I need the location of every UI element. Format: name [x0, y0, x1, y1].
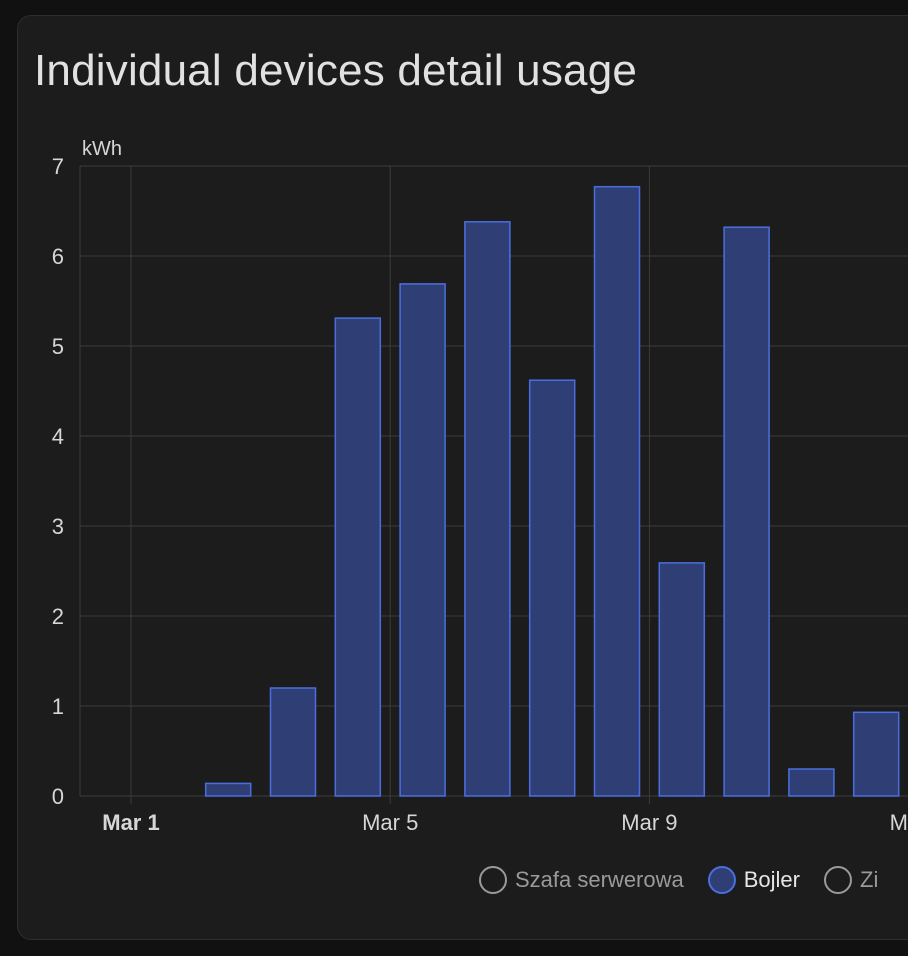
- x-tick-label: Mar 9: [621, 810, 677, 835]
- y-tick-label: 6: [52, 244, 64, 269]
- x-tick-label: Mar 5: [362, 810, 418, 835]
- legend-label: Zi: [860, 867, 879, 892]
- bar: [528, 379, 576, 797]
- legend-swatch: [479, 866, 507, 894]
- bar: [723, 226, 770, 797]
- bar: [399, 283, 446, 797]
- legend-swatch: [707, 866, 736, 894]
- y-tick-label: 5: [52, 334, 64, 359]
- y-tick-label: 4: [52, 424, 64, 449]
- bar: [464, 221, 511, 797]
- y-unit-label: kWh: [82, 138, 122, 160]
- bar: [334, 317, 382, 797]
- x-tick-label: Mar 1: [102, 810, 159, 835]
- legend-item-szafa-serwerowa[interactable]: Szafa serwerowa: [479, 866, 684, 894]
- legend-label: Bojler: [743, 867, 800, 892]
- legend-item-bojler[interactable]: Bojler: [707, 866, 800, 894]
- y-tick-label: 0: [52, 784, 64, 809]
- bar: [269, 687, 317, 797]
- legend-item-zi[interactable]: Zi: [824, 866, 878, 894]
- card-title: Individual devices detail usage: [34, 46, 638, 95]
- y-tick-label: 2: [52, 604, 64, 629]
- chart-legend: Szafa serwerowa Bojler Zi: [479, 866, 902, 894]
- y-tick-label: 3: [52, 514, 64, 539]
- y-tick-label: 1: [52, 694, 64, 719]
- y-tick-label: 7: [52, 154, 64, 179]
- bar: [204, 782, 252, 797]
- bar: [788, 768, 835, 797]
- legend-swatch: [824, 866, 852, 894]
- legend-label: Szafa serwerowa: [515, 867, 684, 892]
- bar: [852, 711, 900, 797]
- bar: [658, 562, 706, 797]
- x-tick-label: Mar: [890, 810, 908, 835]
- bar: [593, 185, 641, 797]
